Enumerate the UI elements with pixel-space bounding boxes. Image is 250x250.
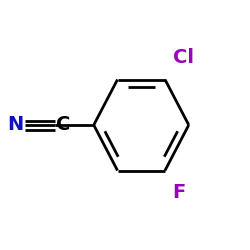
Text: F: F: [172, 183, 186, 202]
Text: Cl: Cl: [172, 48, 194, 67]
Text: N: N: [8, 116, 24, 134]
Text: C: C: [56, 116, 71, 134]
